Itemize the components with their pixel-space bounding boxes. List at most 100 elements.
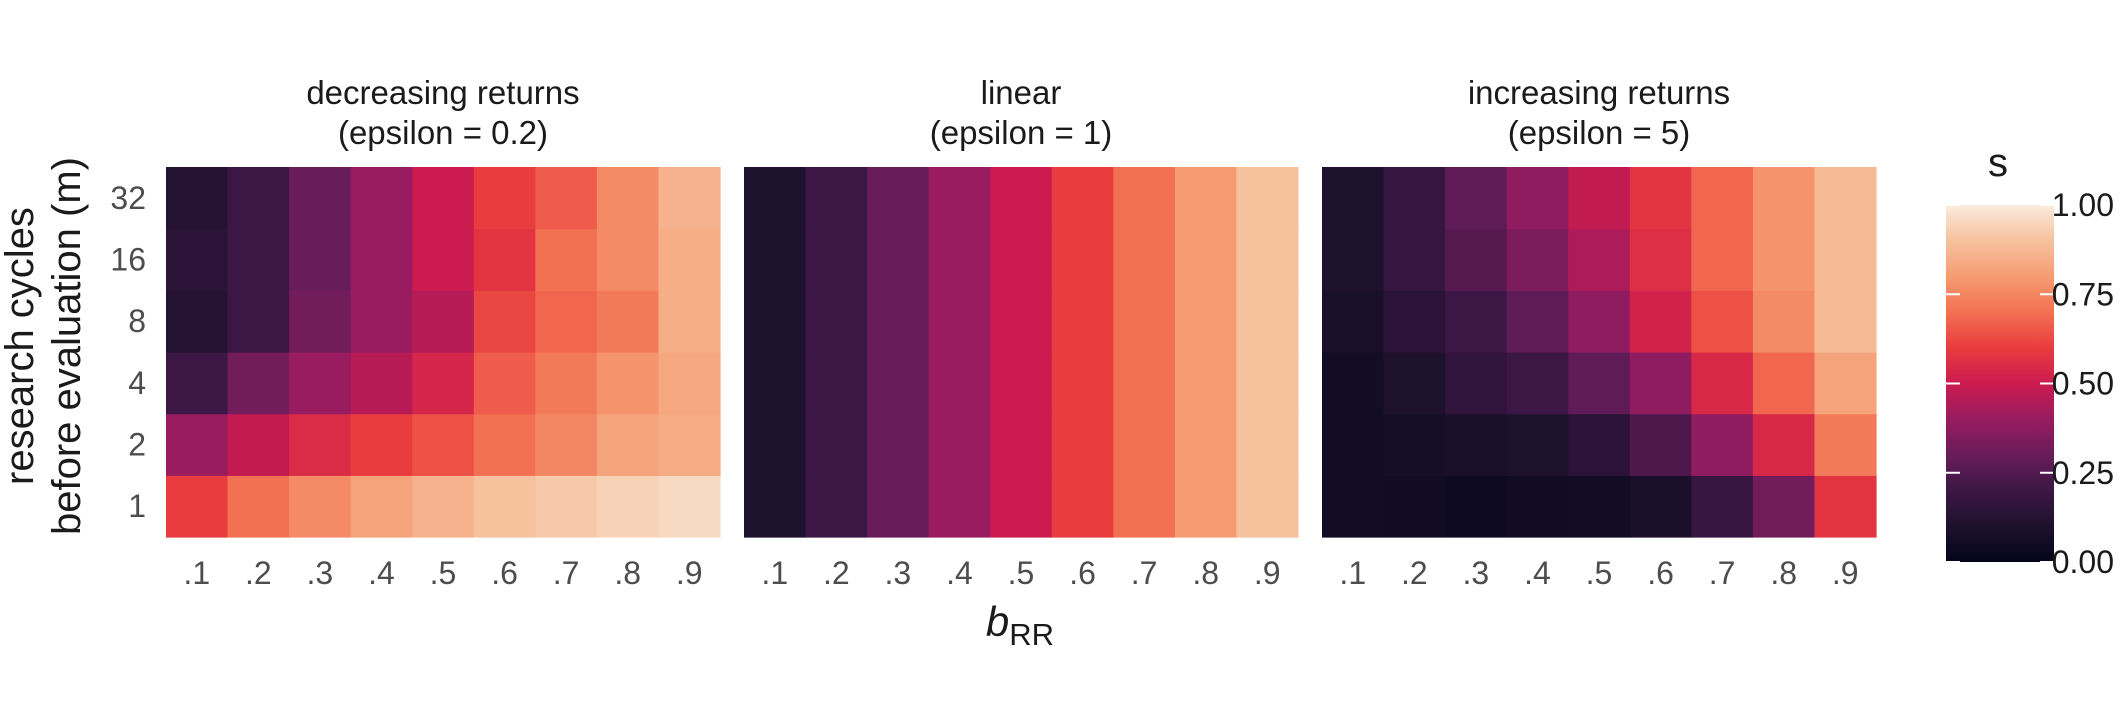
heatmap-cell (658, 352, 721, 415)
heatmap-cell (1322, 413, 1385, 476)
heatmap-cell (990, 475, 1053, 538)
heatmap-cell (1174, 475, 1238, 538)
heatmap-cell (744, 290, 807, 353)
heatmap-cell (744, 475, 807, 538)
heatmap-cell (805, 413, 868, 476)
heatmap-cell (1322, 475, 1385, 538)
x-tick-label: .4 (946, 555, 973, 591)
legend-tick-label: 0.75 (2052, 276, 2114, 312)
heatmap-cell (1629, 475, 1692, 538)
heatmap-cell (1236, 475, 1299, 538)
heatmap-cell (1691, 475, 1754, 538)
heatmap-cell (1236, 290, 1299, 353)
heatmap-cell (166, 413, 229, 476)
heatmap-panel-1: decreasing returns(epsilon = 0.2) .1 .2 .3.… (166, 74, 721, 591)
heatmap-cell (1814, 290, 1877, 353)
heatmap-cell (990, 413, 1053, 476)
heatmap-cell (227, 475, 290, 538)
heatmap-cell (412, 475, 475, 538)
heatmap-cell (1506, 290, 1569, 353)
heatmap-cell (1506, 413, 1569, 476)
heatmap-cell (1051, 413, 1114, 476)
heatmap-cell (928, 413, 991, 476)
heatmap-cell (1568, 475, 1631, 538)
heatmap-cell (1174, 167, 1238, 230)
y-tick-label: 2 (128, 427, 146, 463)
x-tick-label: .5 (1586, 555, 1613, 591)
heatmap-cell (166, 290, 229, 353)
heatmap-cell (990, 352, 1053, 415)
heatmap-cell (289, 352, 352, 415)
heatmap-cell (1445, 167, 1508, 230)
heatmap-cell (473, 352, 536, 415)
x-tick-label: .1 (761, 555, 788, 591)
heatmap-cell (928, 290, 991, 353)
heatmap-cell (1629, 290, 1692, 353)
colorbar-legend: s 0.00 0.25 0.50 0.75 1.00 (1946, 141, 2114, 580)
y-tick-label: 32 (110, 180, 146, 216)
heatmap-cell (1506, 167, 1569, 230)
heatmap-cell (1814, 352, 1877, 415)
heatmap-cell (1236, 413, 1299, 476)
heatmap-cell (1445, 352, 1508, 415)
x-tick-label: .9 (676, 555, 703, 591)
heatmap-panel-2: linear(epsilon = 1) .1 .2 .3 .4 .5 .6 .7 .8 .9 (744, 74, 1299, 591)
x-tick-label: .4 (368, 555, 395, 591)
heatmap-cell (596, 290, 660, 353)
heatmap-cell (1174, 290, 1238, 353)
x-tick-label: .7 (1131, 555, 1158, 591)
heatmap-cell (1568, 352, 1631, 415)
heatmap-cell (596, 228, 660, 291)
heatmap-cell (1113, 167, 1176, 230)
x-tick-label: .3 (307, 555, 334, 591)
heatmap-cell (928, 475, 991, 538)
heatmap-cell (928, 167, 991, 230)
heatmap-cell (1383, 290, 1446, 353)
heatmap-cell (867, 290, 930, 353)
x-tick-label: .9 (1832, 555, 1859, 591)
heatmap-cell (1691, 352, 1754, 415)
heatmap-cell (596, 352, 660, 415)
heatmap-panel-3: increasing returns(epsilon = 5) .1 .2 .3 .4.… (1322, 74, 1877, 591)
heatmap-cell (658, 228, 721, 291)
x-tick-label: .7 (553, 555, 580, 591)
heatmap-cell (535, 167, 598, 230)
heatmap-cell (289, 413, 352, 476)
x-axis-title: bRR (986, 598, 1054, 652)
heatmap-cell (658, 167, 721, 230)
heatmap-cell (1051, 290, 1114, 353)
heatmap-cell (596, 413, 660, 476)
heatmap-cell (1113, 413, 1176, 476)
heatmap-cell (535, 413, 598, 476)
x-tick-label: .1 (183, 555, 210, 591)
heatmap-cell (412, 167, 475, 230)
heatmap-cell (867, 228, 930, 291)
heatmap-cell (535, 475, 598, 538)
panels: decreasing returns(epsilon = 0.2) .1 .2 .3.… (110, 74, 1877, 591)
panel-title-line: linear (981, 74, 1062, 111)
heatmap-cell (166, 475, 229, 538)
x-tick-label: .6 (1069, 555, 1096, 591)
x-axis-title-symbol: b (986, 598, 1009, 645)
heatmap-cell (1113, 290, 1176, 353)
heatmap-cell (867, 352, 930, 415)
heatmap-cell (805, 228, 868, 291)
heatmap-cell (1445, 475, 1508, 538)
heatmap-cell (596, 475, 660, 538)
heatmap-cell (227, 413, 290, 476)
x-tick-label: .6 (1647, 555, 1674, 591)
heatmap-cell (658, 413, 721, 476)
heatmap-cell (166, 352, 229, 415)
heatmap-cell (744, 413, 807, 476)
heatmap-cell (867, 475, 930, 538)
heatmap-cell (1174, 352, 1238, 415)
heatmap-cell (1383, 413, 1446, 476)
heatmap-cell (1113, 228, 1176, 291)
y-tick-label: 8 (128, 303, 146, 339)
heatmap-cell (166, 228, 229, 291)
x-tick-label: .5 (1008, 555, 1035, 591)
heatmap-cell (990, 290, 1053, 353)
legend-tick-label: 0.00 (2052, 544, 2114, 580)
heatmap-cell (990, 167, 1053, 230)
colorbar (1946, 205, 2054, 562)
